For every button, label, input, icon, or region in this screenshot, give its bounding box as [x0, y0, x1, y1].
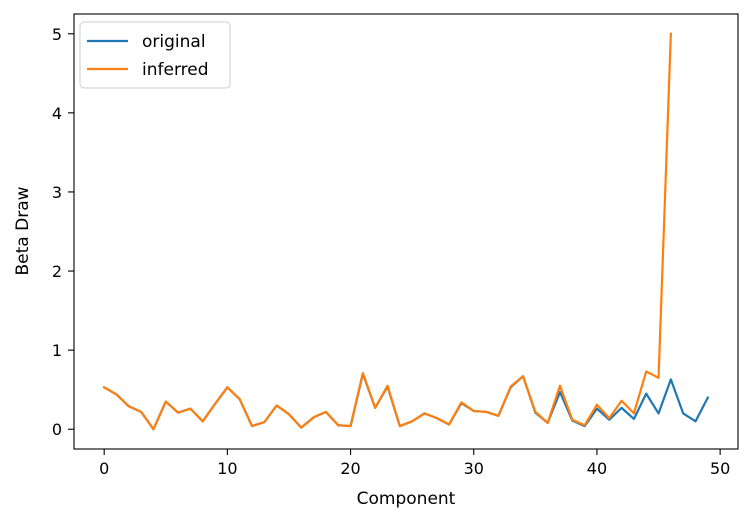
- y-tick-label: 5: [52, 25, 62, 44]
- x-tick-label: 20: [340, 459, 360, 478]
- legend-box: [79, 21, 231, 89]
- y-tick-label: 4: [52, 104, 62, 123]
- y-tick-label: 3: [52, 183, 62, 202]
- x-tick-label: 50: [710, 459, 730, 478]
- legend: original inferred: [79, 21, 231, 89]
- plot-frame: [73, 13, 739, 450]
- series-layer: [102, 32, 710, 431]
- x-axis-label: Component: [357, 489, 456, 509]
- x-tick-label: 40: [587, 459, 607, 478]
- x-tick-label: 0: [99, 459, 109, 478]
- y-axis-label: Beta Draw: [13, 186, 33, 275]
- x-tick-label: 30: [464, 459, 484, 478]
- x-tick-label: 10: [217, 459, 237, 478]
- y-tick-label: 2: [52, 262, 62, 281]
- y-tick-label: 1: [52, 341, 62, 360]
- series-line-inferred: [102, 32, 672, 431]
- legend-label-original: original: [142, 32, 206, 52]
- x-axis-ticks: 0 10 20 30 40 50: [99, 449, 730, 478]
- legend-label-inferred: inferred: [142, 60, 209, 80]
- y-tick-label: 0: [52, 420, 62, 439]
- y-axis-ticks: 0 1 2 3 4 5: [52, 25, 74, 439]
